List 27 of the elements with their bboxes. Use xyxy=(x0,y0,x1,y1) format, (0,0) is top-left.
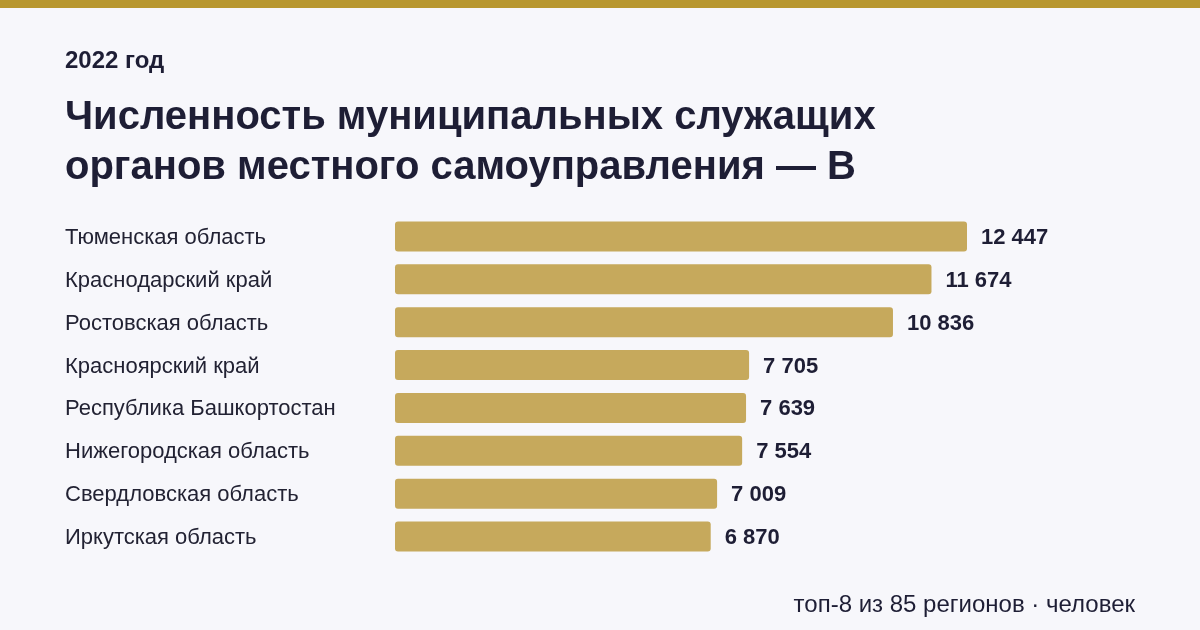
data-label: 7 009 xyxy=(731,481,787,507)
data-label: 6 870 xyxy=(724,524,780,550)
bar xyxy=(395,435,743,466)
text: топ-8 из 85 регионов · человек xyxy=(793,590,1135,618)
data-label: 10 836 xyxy=(906,309,975,335)
data-label: 7 705 xyxy=(763,352,819,378)
bar xyxy=(395,264,932,295)
bar xyxy=(395,221,967,252)
y-tick-label: Краснодарский край xyxy=(65,266,273,292)
data-label: 12 447 xyxy=(981,223,1049,249)
data-label: 7 554 xyxy=(756,438,812,464)
y-tick-label: Иркутская область xyxy=(65,524,257,550)
chart-title: Численность муниципальных служащих органов местного самоуправления — В xyxy=(65,92,877,189)
bar xyxy=(395,392,747,423)
data-label: 11 674 xyxy=(945,266,1013,292)
y-tick-label: Республика Башкортостан xyxy=(65,395,336,421)
y-tick-label: Свердловская область xyxy=(65,481,299,507)
text: 2022 год xyxy=(65,46,165,74)
bar xyxy=(395,478,718,509)
y-tick-label: Красноярский край xyxy=(65,352,260,378)
bar xyxy=(395,307,893,338)
bar xyxy=(395,350,750,381)
y-tick-label: Тюменская область xyxy=(65,223,267,249)
y-tick-label: Нижегородская область xyxy=(65,438,310,464)
bar xyxy=(395,521,711,552)
y-tick-label: Ростовская область xyxy=(65,309,269,335)
data-label: 7 639 xyxy=(760,395,816,421)
